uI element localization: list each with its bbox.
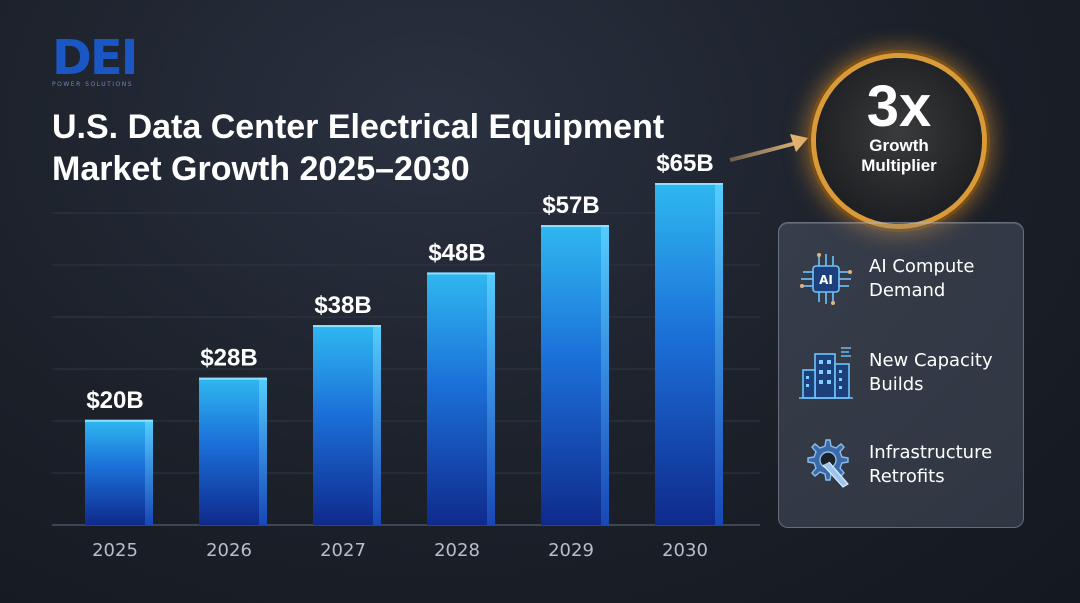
badge-line-1: Growth	[869, 136, 929, 155]
chart-data-labels: $20B $28B $38B $48B $57B $65B	[86, 150, 713, 414]
driver-label: New Capacity Builds	[869, 350, 993, 395]
data-label-2028: $48B	[428, 239, 485, 266]
driver-ai-compute: AI AI Compute Demand	[793, 243, 1019, 315]
data-label-2027: $38B	[314, 292, 371, 319]
x-tick-2026: 2026	[206, 540, 252, 561]
chart-x-tick-labels: 2025 2026 2027 2028 2029 2030	[92, 540, 708, 561]
ai-chip-icon: AI	[800, 253, 852, 305]
bar-2029	[541, 225, 609, 526]
badge-value: 3x	[866, 74, 932, 139]
data-label-2030: $65B	[656, 150, 713, 177]
x-tick-2028: 2028	[434, 540, 480, 561]
growth-multiplier-badge: 3x Growth Multiplier	[816, 58, 982, 224]
data-label-2026: $28B	[200, 345, 257, 372]
x-tick-2025: 2025	[92, 540, 138, 561]
bar-2027	[313, 325, 381, 525]
driver-new-capacity: New Capacity Builds	[793, 337, 1019, 409]
bar-2028	[427, 272, 495, 525]
page-title: U.S. Data Center Electrical Equipment Ma…	[52, 106, 665, 190]
bar-2026	[199, 377, 267, 525]
driver-label: Infrastructure Retrofits	[869, 442, 993, 487]
data-label-2029: $57B	[542, 192, 599, 219]
company-logo: DEI POWER SOLUTIONS	[52, 30, 152, 88]
gear-wrench-icon	[807, 439, 849, 488]
title-line-1: U.S. Data Center Electrical Equipment	[52, 108, 665, 146]
data-label-2025: $20B	[86, 387, 143, 414]
chart-gridlines	[52, 212, 760, 526]
chart-bars	[85, 183, 723, 526]
driver-infrastructure-retrofits: Infrastructure Retrofits	[793, 429, 1019, 501]
x-tick-2030: 2030	[662, 540, 708, 561]
svg-text:AI: AI	[819, 273, 833, 287]
building-icon	[799, 347, 853, 399]
x-tick-2027: 2027	[320, 540, 366, 561]
bar-2025	[85, 419, 153, 525]
driver-label: AI Compute Demand	[869, 256, 975, 301]
logo-mark: DEI	[52, 30, 139, 86]
title-line-2: Market Growth 2025–2030	[52, 150, 470, 188]
pointer-arrow	[729, 134, 808, 162]
x-tick-2029: 2029	[548, 540, 594, 561]
growth-drivers-panel: AI AI Compute Demand Ne	[778, 222, 1024, 528]
badge-line-2: Multiplier	[861, 156, 937, 175]
logo-subtitle: POWER SOLUTIONS	[52, 81, 134, 88]
bar-2030	[655, 183, 723, 525]
